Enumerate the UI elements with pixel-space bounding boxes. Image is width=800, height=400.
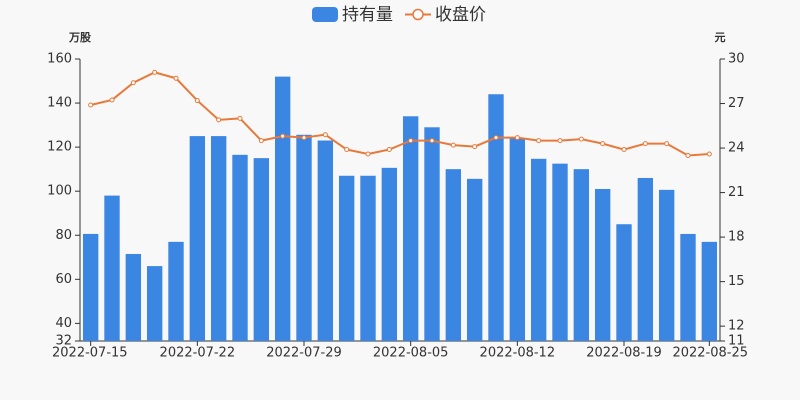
bar	[168, 241, 184, 341]
y-tick-label: 160	[47, 52, 72, 67]
bar	[232, 154, 248, 341]
bar	[189, 136, 206, 341]
y2-tick-label: 30	[728, 52, 745, 67]
bar	[317, 140, 334, 341]
line-point	[621, 147, 627, 153]
bar	[104, 195, 120, 341]
bar	[360, 175, 376, 341]
x-tick-label: 2022-07-29	[266, 346, 342, 361]
y2-tick-label: 21	[728, 185, 745, 200]
line-point	[280, 133, 286, 139]
bar	[402, 116, 419, 341]
line-point	[194, 98, 200, 104]
line-point	[130, 80, 136, 86]
bar	[509, 138, 526, 341]
line-point	[429, 138, 435, 144]
y2-tick-label: 27	[728, 96, 745, 111]
line-point	[408, 138, 414, 144]
line-point	[600, 141, 606, 147]
bar	[210, 136, 227, 341]
bar	[552, 163, 568, 341]
line-point	[557, 138, 563, 144]
y2-tick-label: 18	[728, 230, 745, 245]
line-point	[706, 151, 712, 157]
line-point	[301, 135, 307, 141]
line-point	[365, 151, 371, 157]
line	[90, 71, 710, 157]
bar	[488, 94, 504, 341]
bar	[680, 233, 696, 341]
legend-swatch	[412, 8, 424, 21]
line-point	[514, 135, 520, 141]
x-tick-label: 2022-08-25	[672, 346, 748, 361]
y2-axis-label: 元	[715, 31, 726, 44]
bar	[125, 253, 142, 341]
x-tick-label: 2022-08-05	[373, 346, 449, 361]
line-point	[344, 147, 350, 153]
line-point	[685, 152, 691, 158]
line-point	[493, 135, 499, 141]
y-tick-label: 120	[47, 140, 72, 155]
legend-label: 收盘价	[435, 5, 486, 25]
y-tick-label: 100	[47, 184, 72, 199]
x-tick-label: 2022-08-12	[480, 346, 556, 361]
bar	[253, 158, 270, 341]
line-point	[536, 138, 542, 144]
y2-tick-label: 15	[728, 274, 745, 289]
line-point	[173, 75, 179, 81]
bar	[658, 189, 675, 341]
line-point	[216, 117, 222, 123]
bar	[594, 188, 611, 341]
x-tick-label: 2022-08-19	[586, 346, 662, 361]
bar	[338, 175, 355, 341]
line-point	[386, 147, 392, 153]
bar	[82, 233, 99, 341]
y-tick-label: 40	[55, 316, 72, 331]
line-point	[109, 97, 115, 103]
y-axis-label: 万股	[68, 31, 92, 44]
line-point	[152, 69, 158, 75]
bar	[381, 167, 398, 341]
line-point	[88, 102, 94, 108]
x-tick-label: 2022-07-22	[160, 346, 236, 361]
legend-label: 持有量	[342, 5, 393, 25]
bar	[445, 169, 462, 341]
y2-tick-label: 12	[728, 319, 745, 334]
bar	[530, 158, 547, 341]
bar	[296, 134, 312, 341]
y-tick-label: 80	[55, 228, 72, 243]
bar	[701, 241, 718, 341]
bar	[637, 177, 654, 341]
line-point	[237, 115, 243, 121]
y-tick-label: 60	[55, 272, 72, 287]
legend-swatch	[312, 7, 338, 22]
line-point	[664, 141, 670, 147]
line-point	[450, 142, 456, 148]
bar	[146, 266, 163, 341]
y-tick-label: 32	[55, 334, 72, 349]
bar	[274, 76, 291, 341]
x-tick-label: 2022-07-15	[52, 346, 128, 361]
bar	[424, 127, 440, 341]
bar	[573, 169, 590, 341]
y2-tick-label: 24	[728, 141, 745, 156]
y2-tick-label: 11	[728, 334, 745, 349]
y-tick-label: 140	[47, 96, 72, 111]
bar	[466, 178, 483, 341]
bar	[616, 224, 632, 341]
line-point	[258, 138, 264, 144]
line-point	[322, 132, 328, 138]
line-point	[472, 144, 478, 150]
line-point	[642, 141, 648, 147]
line-point	[578, 136, 584, 142]
